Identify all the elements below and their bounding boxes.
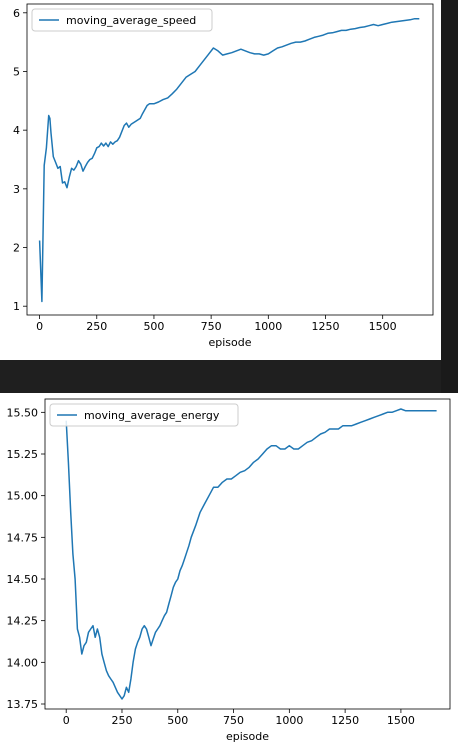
x-tick-label: 750: [201, 320, 222, 333]
energy-chart-figure: 0 250 500 750 1000 1250 1500 13.75 14.00 14.25 14.…: [0, 393, 458, 750]
legend-label: moving_average_speed: [66, 14, 196, 27]
energy-chart: 0 250 500 750 1000 1250 1500 13.75 14.00 14.25 14.…: [7, 398, 451, 743]
y-tick-label: 5: [13, 65, 20, 78]
y-tick-label: 14.50: [7, 573, 39, 586]
x-tick-label: 0: [36, 320, 43, 333]
y-tick-label: 3: [13, 183, 20, 196]
x-tick-label: 750: [223, 714, 244, 727]
x-axis-label: episode: [226, 730, 269, 743]
x-tick-label: 1500: [387, 714, 415, 727]
x-axis-label: episode: [208, 336, 251, 349]
y-tick-label: 4: [13, 124, 20, 137]
y-tick-label: 14.00: [7, 656, 39, 669]
dark-background-gap: [0, 360, 441, 393]
x-tick-label: 1000: [275, 714, 303, 727]
y-tick-label: 14.75: [7, 531, 39, 544]
y-tick-label: 6: [13, 7, 20, 20]
y-tick-label: 13.75: [7, 698, 39, 711]
plot-frame: [26, 3, 434, 316]
series-line-speed: [38, 17, 420, 303]
x-tick-label: 500: [143, 320, 164, 333]
y-tick-label: 1: [13, 300, 20, 313]
dark-background-strip: [441, 0, 458, 393]
legend-box: [31, 8, 213, 32]
legend-box: [49, 403, 239, 427]
series-line-energy: [65, 408, 437, 700]
y-tick-label: 15.25: [7, 448, 39, 461]
x-tick-label: 500: [167, 714, 188, 727]
x-tick-label: 0: [63, 714, 70, 727]
x-tick-label: 1500: [369, 320, 397, 333]
legend-label: moving_average_energy: [84, 409, 220, 422]
x-tick-label: 250: [86, 320, 107, 333]
y-tick-label: 15.00: [7, 490, 39, 503]
x-tick-label: 250: [111, 714, 132, 727]
x-tick-label: 1000: [254, 320, 282, 333]
y-tick-label: 14.25: [7, 615, 39, 628]
speed-chart: 0 250 500 750 1000 1250 1500 1 2 3 4 5 6 episode movin…: [13, 3, 434, 349]
y-tick-label: 15.50: [7, 406, 39, 419]
x-tick-label: 1250: [311, 320, 339, 333]
plot-frame: [44, 398, 451, 710]
x-tick-label: 1250: [331, 714, 359, 727]
y-tick-label: 2: [13, 242, 20, 255]
speed-chart-figure: 0 250 500 750 1000 1250 1500 1 2 3 4 5 6 episode movin…: [0, 0, 441, 360]
